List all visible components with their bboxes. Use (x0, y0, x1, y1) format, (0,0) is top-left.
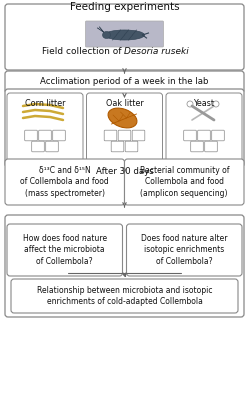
Text: After 30 days: After 30 days (96, 166, 153, 176)
FancyBboxPatch shape (118, 130, 131, 141)
FancyBboxPatch shape (104, 130, 117, 141)
FancyBboxPatch shape (5, 215, 244, 317)
Text: Yeast: Yeast (193, 100, 214, 108)
FancyBboxPatch shape (111, 141, 124, 152)
Text: Relationship between microbiota and isotopic
enrichments of cold-adapted Collemb: Relationship between microbiota and isot… (37, 286, 212, 306)
Ellipse shape (103, 32, 111, 38)
FancyBboxPatch shape (39, 130, 51, 141)
FancyBboxPatch shape (46, 141, 58, 152)
Ellipse shape (105, 30, 144, 40)
FancyBboxPatch shape (205, 141, 217, 152)
FancyBboxPatch shape (212, 130, 224, 141)
FancyBboxPatch shape (5, 89, 244, 167)
FancyBboxPatch shape (53, 130, 65, 141)
FancyBboxPatch shape (124, 159, 244, 205)
FancyBboxPatch shape (5, 71, 244, 93)
FancyBboxPatch shape (86, 93, 163, 163)
FancyBboxPatch shape (7, 93, 83, 163)
Text: Acclimation period of a week in the lab: Acclimation period of a week in the lab (40, 78, 209, 86)
FancyBboxPatch shape (184, 130, 196, 141)
Circle shape (213, 101, 219, 107)
Text: Does food nature alter
isotopic enrichments
of Collembola?: Does food nature alter isotopic enrichme… (141, 234, 228, 266)
FancyBboxPatch shape (32, 141, 44, 152)
Text: Desoria ruseki: Desoria ruseki (124, 46, 189, 56)
FancyBboxPatch shape (5, 159, 124, 205)
Text: Feeding experiments: Feeding experiments (70, 2, 179, 12)
Text: How does food nature
affect the microbiota
of Collembola?: How does food nature affect the microbio… (23, 234, 107, 266)
FancyBboxPatch shape (85, 21, 164, 47)
Text: δ¹³C and δ¹⁵N
of Collembola and food
(mass spectrometer): δ¹³C and δ¹⁵N of Collembola and food (ma… (20, 166, 109, 198)
Text: Bacterial community of
Collembola and food
(amplicon sequencing): Bacterial community of Collembola and fo… (139, 166, 229, 198)
FancyBboxPatch shape (125, 141, 138, 152)
FancyBboxPatch shape (198, 130, 210, 141)
Text: Field collection of: Field collection of (42, 46, 124, 56)
FancyBboxPatch shape (25, 130, 37, 141)
FancyBboxPatch shape (5, 4, 244, 70)
FancyBboxPatch shape (126, 224, 242, 276)
Ellipse shape (108, 108, 137, 128)
FancyBboxPatch shape (166, 93, 242, 163)
FancyBboxPatch shape (191, 141, 203, 152)
FancyBboxPatch shape (11, 279, 238, 313)
Text: Corn litter: Corn litter (25, 100, 65, 108)
FancyBboxPatch shape (7, 224, 123, 276)
FancyBboxPatch shape (132, 130, 145, 141)
Circle shape (187, 101, 193, 107)
Text: Oak litter: Oak litter (106, 100, 143, 108)
